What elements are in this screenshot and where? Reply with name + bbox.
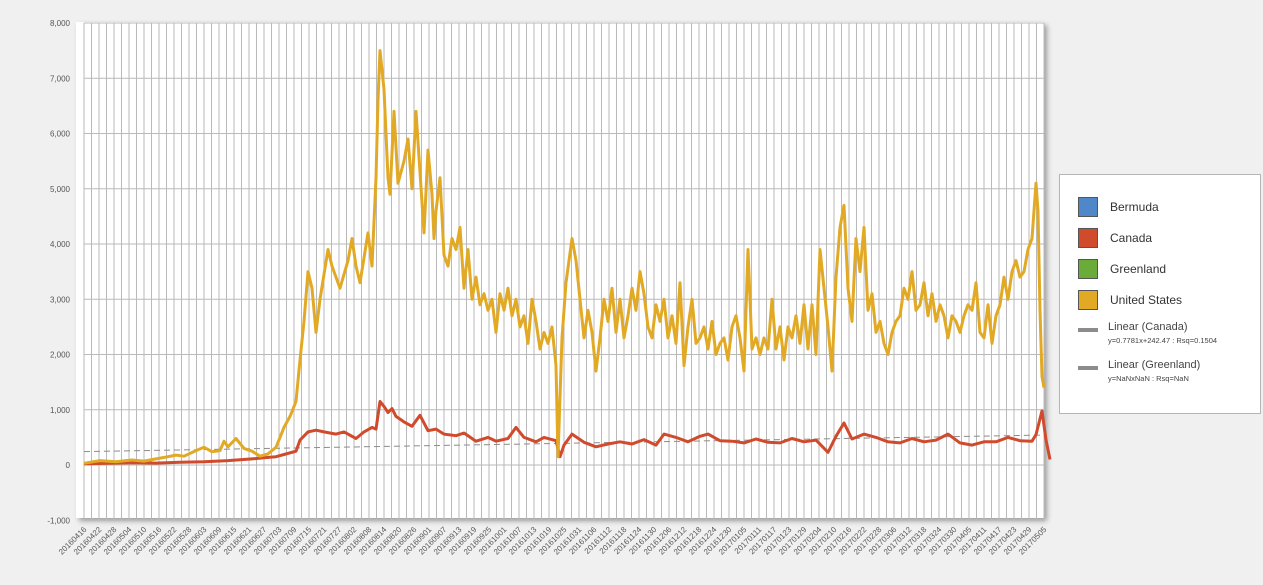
- legend-label-linear-canada: Linear (Canada): [1108, 321, 1188, 333]
- y-tick-label: 5,000: [50, 185, 71, 194]
- y-tick-label: 0: [66, 461, 71, 470]
- legend-label-canada: Canada: [1110, 231, 1153, 245]
- y-tick-label: 7,000: [50, 74, 71, 83]
- y-tick-label: 3,000: [50, 295, 71, 304]
- legend-label-greenland: Greenland: [1110, 262, 1167, 276]
- legend-item-greenland[interactable]: Greenland: [1078, 258, 1166, 280]
- legend-label-united-states: United States: [1110, 293, 1183, 307]
- trendline-equation-greenland: y=NaNxNaN : Rsq=NaN: [1108, 374, 1189, 383]
- legend-swatch-linear-greenland: [1078, 366, 1098, 370]
- legend-swatch-canada: [1078, 228, 1098, 248]
- y-tick-label: 4,000: [50, 240, 71, 249]
- trendline-equation-canada: y=0.7781x+242.47 : Rsq=0.1504: [1108, 336, 1218, 345]
- y-tick-label: 2,000: [50, 351, 71, 360]
- legend-item-bermuda[interactable]: Bermuda: [1078, 196, 1159, 218]
- legend-swatch-greenland: [1078, 259, 1098, 279]
- y-tick-label: 6,000: [50, 130, 71, 139]
- legend-item-united-states[interactable]: United States: [1078, 289, 1182, 311]
- legend-label-linear-greenland: Linear (Greenland): [1108, 359, 1201, 371]
- series-line-united-states: [83, 49, 1046, 465]
- legend-swatch-linear-canada: [1078, 328, 1098, 332]
- legend-swatch-united-states: [1078, 290, 1098, 310]
- legend-label-bermuda: Bermuda: [1110, 200, 1159, 214]
- y-tick-label: 1,000: [50, 406, 71, 415]
- legend-swatch-bermuda: [1078, 197, 1098, 217]
- series-line-canada: [83, 400, 1052, 466]
- y-tick-label: 8,000: [50, 19, 71, 28]
- legend-item-canada[interactable]: Canada: [1078, 227, 1152, 249]
- y-tick-label: -1,000: [47, 516, 70, 525]
- legend: Bermuda Canada Greenland United States L…: [1059, 174, 1261, 414]
